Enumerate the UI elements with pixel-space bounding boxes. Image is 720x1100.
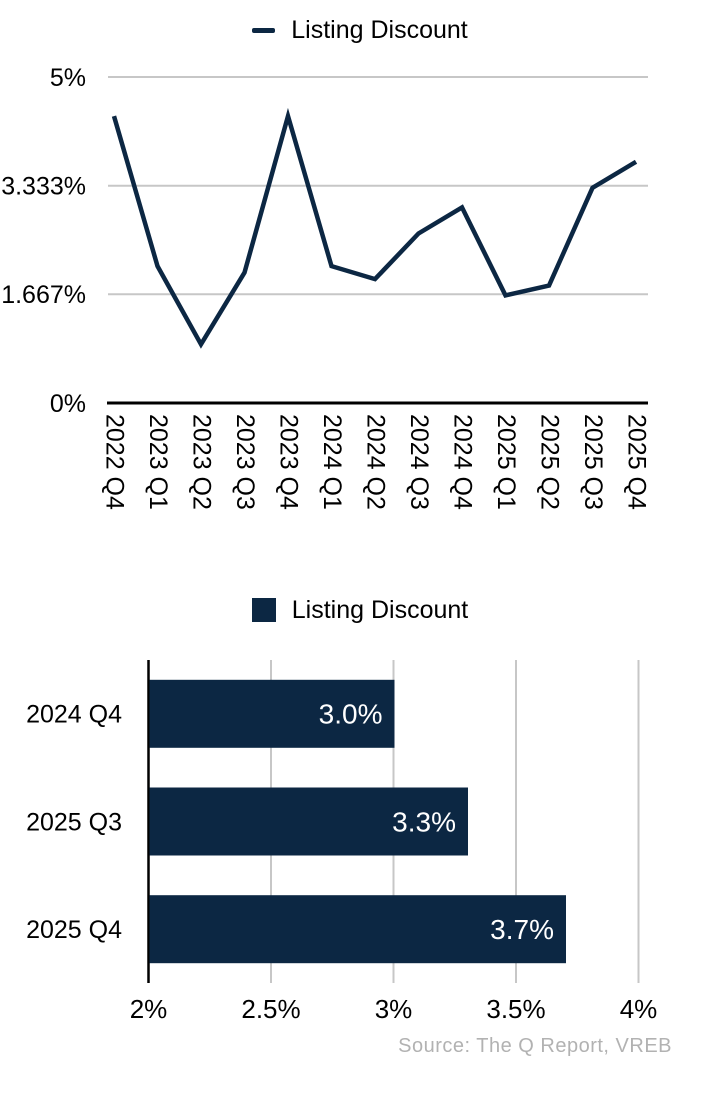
line-x-axis-label: 2024 Q4 bbox=[449, 414, 477, 510]
line-x-axis-label: 2024 Q3 bbox=[405, 414, 433, 510]
line-x-axis-label: 2025 Q2 bbox=[536, 414, 564, 510]
bar-value-label: 3.3% bbox=[392, 806, 456, 837]
line-chart: 0% 1.667% 3.333% 5% 2022 Q4 2023 Q1 2023 Q2 202… bbox=[1, 64, 650, 510]
bar-value-label: 3.7% bbox=[490, 914, 554, 945]
line-x-axis-label: 2024 Q2 bbox=[362, 414, 390, 510]
line-y-axis-label: 1.667% bbox=[1, 281, 86, 309]
bar-x-axis-label: 2.5% bbox=[241, 994, 300, 1024]
bar-x-axis-label: 4% bbox=[620, 994, 658, 1024]
bar-2025-q4 bbox=[149, 895, 566, 964]
bar-x-axis-label: 3.5% bbox=[486, 994, 545, 1024]
listing-discount-line bbox=[111, 107, 638, 349]
line-x-axis-label: 2023 Q4 bbox=[275, 414, 303, 510]
line-x-axis-label: 2023 Q1 bbox=[144, 414, 172, 510]
bar-x-axis-label: 3% bbox=[375, 994, 413, 1024]
line-x-axis-label: 2022 Q4 bbox=[101, 414, 129, 510]
line-x-axis-label: 2025 Q3 bbox=[579, 414, 607, 510]
line-x-axis-label: 2023 Q3 bbox=[231, 414, 259, 510]
bar-category-label: 2024 Q4 bbox=[26, 701, 122, 729]
line-y-axis-label: 3.333% bbox=[1, 172, 86, 200]
line-x-axis-label: 2025 Q4 bbox=[623, 414, 651, 510]
bar-chart: 2% 2.5% 3% 3.5% 4% 3.0% 2024 Q4 3.3% 2025 Q3 3.7%… bbox=[26, 660, 657, 1024]
source-note: Source: The Q Report, VREB bbox=[398, 1035, 672, 1057]
bar-category-label: 2025 Q4 bbox=[26, 916, 122, 944]
bar-category-label: 2025 Q3 bbox=[26, 808, 122, 836]
bar-2025-q3 bbox=[149, 787, 468, 856]
bar-2024-q4 bbox=[149, 679, 395, 748]
bar-x-axis-label: 2% bbox=[130, 994, 168, 1024]
bar-value-label: 3.0% bbox=[319, 699, 383, 730]
line-x-axis-label: 2024 Q1 bbox=[318, 414, 346, 510]
line-y-axis-label: 5% bbox=[50, 64, 86, 92]
line-x-axis-label: 2025 Q1 bbox=[492, 414, 520, 510]
line-y-axis-label: 0% bbox=[50, 390, 86, 418]
line-x-axis-label: 2023 Q2 bbox=[188, 414, 216, 510]
